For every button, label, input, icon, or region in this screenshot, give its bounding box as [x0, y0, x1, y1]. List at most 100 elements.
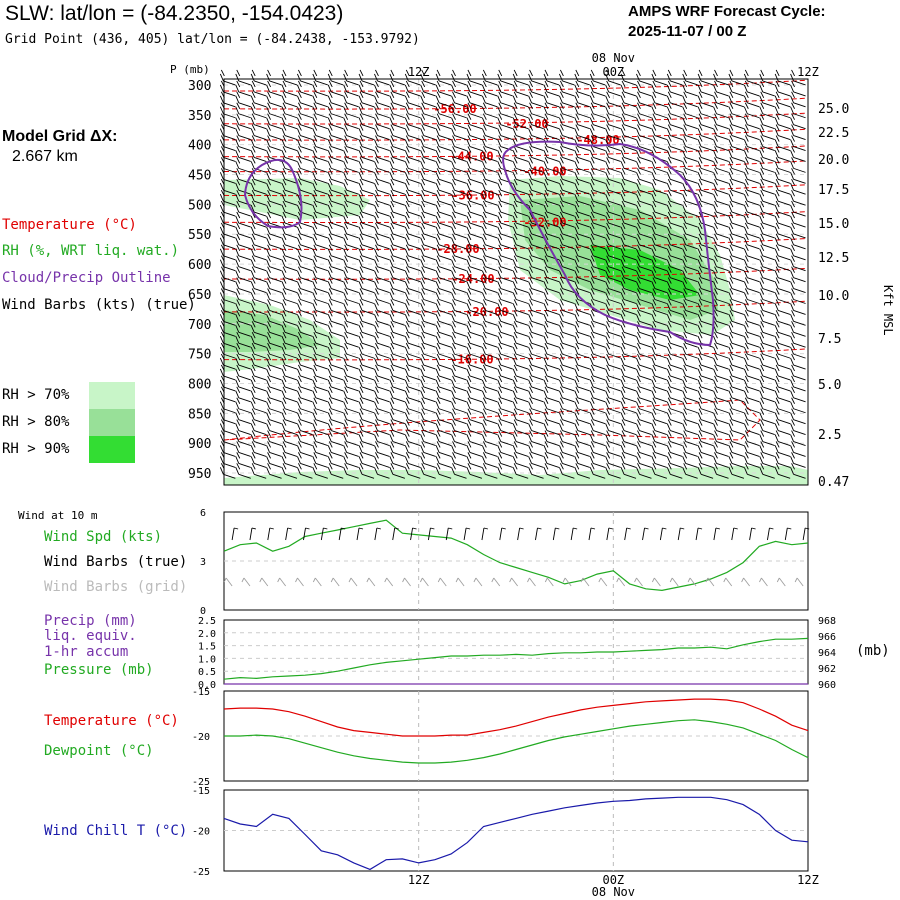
wind-barb [651, 168, 668, 184]
wind-barb [728, 146, 745, 162]
wind-barb [774, 321, 791, 337]
wind-barb [682, 189, 698, 206]
wind-barb [497, 419, 513, 436]
wind-barb [343, 80, 359, 97]
height-tick-label: 15.0 [818, 217, 849, 232]
wind-barb [389, 353, 406, 370]
wind-barb [327, 168, 344, 184]
wind-barb [543, 386, 560, 403]
wind-barb [481, 321, 498, 337]
wind-barb [759, 441, 775, 457]
wind10m-title: Wind at 10 m [18, 509, 98, 522]
wind-barb [358, 288, 375, 304]
wind-barb [389, 211, 406, 228]
wind-barb [235, 135, 251, 151]
wind-barb [589, 146, 606, 162]
wind-barb [296, 135, 313, 151]
wind-barb [558, 364, 575, 381]
wind-barb [327, 146, 344, 162]
wind-barb [466, 146, 483, 162]
wind-barb [774, 408, 791, 425]
wind-barb [512, 233, 529, 250]
wind-barb [620, 124, 637, 141]
surface-wind-barb [303, 527, 310, 541]
wind-barb [589, 397, 606, 414]
wind-barb [774, 255, 791, 272]
wind-barb [374, 266, 390, 283]
wind-barb [790, 452, 806, 468]
wind-barb [666, 80, 683, 97]
wind-barb [512, 353, 529, 370]
wind-barb [682, 113, 698, 130]
wind-barb [404, 463, 421, 479]
wind-barb [451, 146, 467, 162]
wind-barb [358, 277, 375, 293]
wind-barb [420, 386, 436, 403]
wind-barb [743, 419, 760, 436]
wind-barb [651, 157, 668, 173]
wind-barb [235, 211, 251, 228]
wind-barb [296, 419, 313, 436]
wind-barb [713, 419, 729, 436]
wind-barb [266, 331, 282, 348]
wind-barb [589, 113, 606, 130]
wind-chill-tick-label: -25 [192, 867, 210, 878]
wind-barb [389, 266, 406, 283]
top-tick-12z-1: 12Z [408, 65, 430, 79]
wind-barb [620, 353, 637, 370]
wind-barb [697, 189, 714, 206]
wind-barb [682, 299, 698, 315]
surface-wind-barb [642, 527, 649, 541]
wind-barb [728, 310, 745, 326]
wind-barb [481, 441, 498, 457]
wind-barb [528, 430, 544, 446]
surface-wind-barb [445, 527, 453, 541]
wind-barb [374, 408, 390, 425]
wind-barb [759, 310, 775, 326]
wind-barb [435, 288, 452, 304]
wind-barb [343, 157, 359, 173]
cloud-outline-small [243, 158, 303, 229]
wind-barb [235, 168, 251, 184]
wind-barb [481, 80, 498, 97]
wind-barb [636, 189, 652, 206]
surface-wind-barb-grid [259, 577, 269, 587]
wind-barb [451, 441, 467, 457]
wind-barb [512, 375, 529, 392]
pressure-tick-label: 350 [188, 109, 211, 124]
wind-barb [636, 233, 652, 250]
surface-wind-barb [356, 527, 364, 541]
precip-tick-label: 1.5 [198, 642, 216, 653]
wind-barb [404, 397, 421, 414]
wind-barb [281, 189, 298, 206]
wind-barb [589, 441, 606, 457]
wind-barb [235, 157, 251, 173]
temperature-contour-label: -40.00 [523, 165, 566, 179]
surface-wind-barb-grid [295, 577, 304, 587]
wind-barb [266, 375, 282, 392]
wind-barb [713, 102, 729, 119]
wind-barb [466, 310, 483, 326]
wind-barb [558, 463, 575, 479]
surface-wind-barb [749, 527, 756, 541]
wind-barb [343, 375, 359, 392]
wind-barb [636, 277, 652, 293]
wind-barb [558, 255, 575, 272]
wind-barb [420, 397, 436, 414]
wind-barb [759, 168, 775, 184]
wind-barb [451, 277, 467, 293]
wind-barb [281, 386, 298, 403]
wind-barb [713, 200, 729, 217]
surface-wind-barb-grid [580, 577, 590, 587]
wind-barb [713, 113, 729, 130]
wind-barb [435, 375, 452, 392]
wind-barb [327, 266, 344, 283]
wind-barb [589, 419, 606, 436]
wind-barb [774, 244, 791, 261]
wind-barb [497, 102, 513, 119]
wind-barb [466, 222, 483, 239]
wind-barb [682, 200, 698, 217]
wind-barb [358, 244, 375, 261]
wind-barb [759, 102, 775, 119]
wind-barb [389, 179, 406, 195]
